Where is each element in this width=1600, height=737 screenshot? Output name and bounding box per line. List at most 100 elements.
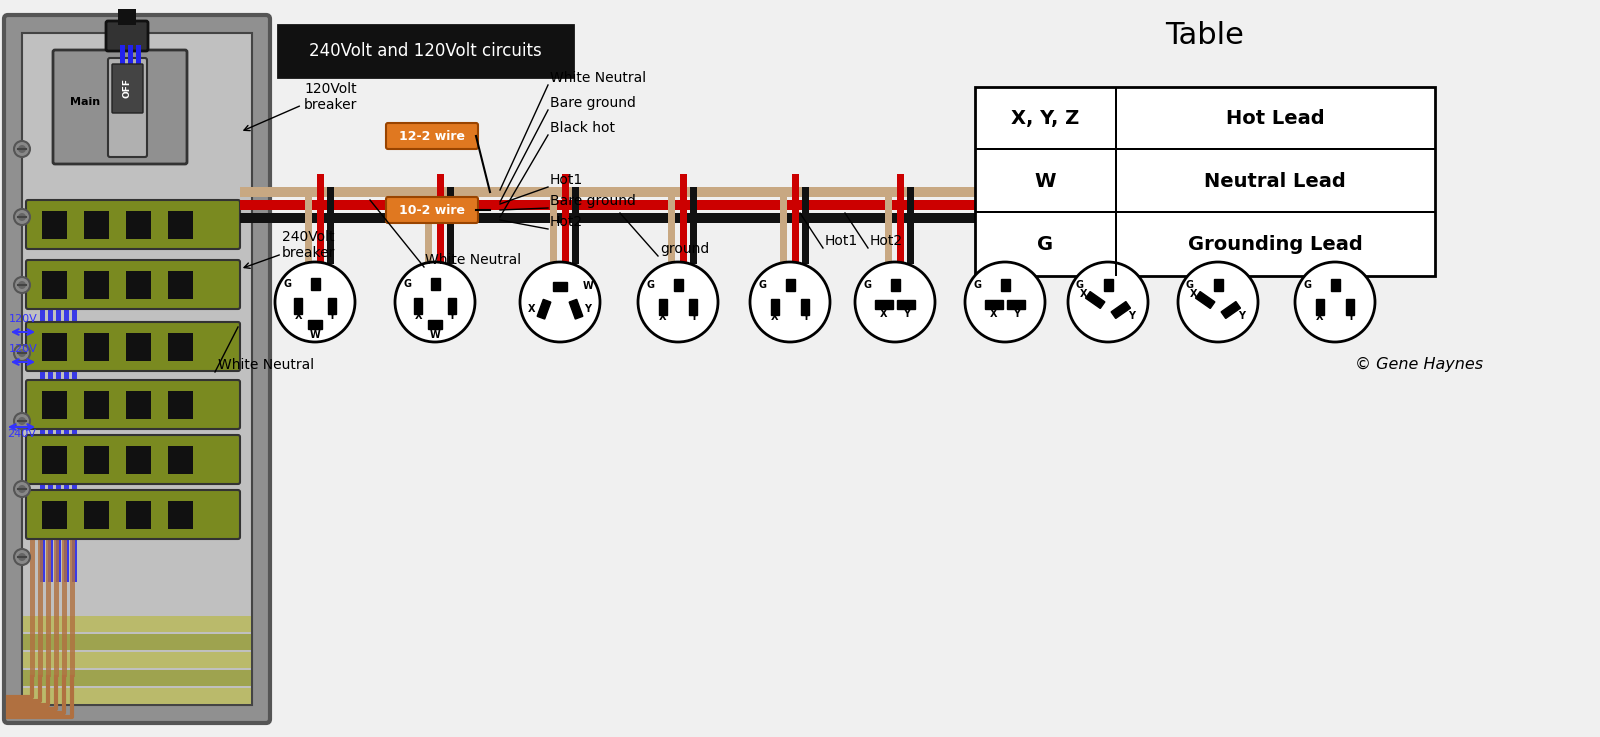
Circle shape (965, 262, 1045, 342)
Bar (974, 87, 1435, 276)
Polygon shape (875, 299, 893, 309)
Polygon shape (898, 299, 915, 309)
Bar (54, 537, 59, 677)
Text: X: X (771, 312, 779, 322)
Text: 120V: 120V (8, 314, 37, 324)
Bar (168, 391, 194, 419)
Text: White Neutral: White Neutral (218, 358, 314, 372)
Circle shape (18, 553, 26, 561)
Circle shape (275, 262, 355, 342)
Bar (1018, 187, 1024, 264)
Bar (1338, 174, 1344, 264)
Bar (168, 271, 194, 299)
Polygon shape (448, 298, 456, 314)
Polygon shape (1000, 279, 1010, 291)
Bar (1098, 187, 1106, 264)
Bar (562, 174, 570, 264)
Text: G: G (864, 280, 872, 290)
Circle shape (18, 485, 26, 493)
Text: X: X (990, 309, 997, 319)
Circle shape (14, 277, 30, 293)
Bar (1230, 187, 1237, 264)
Bar (126, 271, 150, 299)
Text: G: G (403, 279, 411, 289)
Text: Y: Y (1238, 311, 1245, 321)
Bar (42, 391, 67, 419)
Text: 240V: 240V (8, 429, 37, 439)
Bar (974, 211, 1435, 213)
Bar (30, 537, 35, 677)
Bar (83, 446, 109, 474)
Text: 240Volt and 120Volt circuits: 240Volt and 120Volt circuits (309, 42, 541, 60)
Polygon shape (771, 298, 779, 315)
Bar (168, 446, 194, 474)
Polygon shape (414, 298, 422, 314)
Bar (168, 211, 194, 239)
Bar (573, 187, 579, 264)
Polygon shape (659, 298, 667, 315)
Text: X, Y, Z: X, Y, Z (1011, 109, 1078, 128)
FancyBboxPatch shape (112, 64, 142, 113)
Bar (126, 211, 150, 239)
Polygon shape (1331, 279, 1339, 291)
Text: Neutral Lead: Neutral Lead (1205, 172, 1346, 191)
Circle shape (638, 262, 718, 342)
Text: X: X (1080, 289, 1088, 299)
Text: Y: Y (802, 312, 808, 322)
Bar (898, 174, 904, 264)
Bar (136, 45, 141, 87)
Bar (126, 333, 150, 361)
Bar (317, 174, 323, 264)
Text: X: X (1190, 289, 1198, 299)
Circle shape (854, 262, 934, 342)
Bar (22, 616, 251, 632)
Bar (72, 262, 77, 582)
Text: Hot1: Hot1 (550, 173, 584, 187)
Text: Y: Y (1013, 309, 1019, 319)
Polygon shape (1315, 298, 1323, 315)
Text: W: W (1034, 172, 1056, 191)
Bar (83, 211, 109, 239)
Circle shape (14, 141, 30, 157)
Bar (40, 262, 45, 582)
Polygon shape (1104, 279, 1112, 291)
Circle shape (14, 345, 30, 361)
Text: G: G (1075, 280, 1085, 290)
Polygon shape (1195, 292, 1214, 309)
Bar (1208, 187, 1214, 264)
Bar (46, 537, 51, 677)
Bar (1120, 187, 1126, 264)
Polygon shape (984, 299, 1003, 309)
Polygon shape (786, 279, 795, 291)
Text: Black hot: Black hot (550, 121, 614, 135)
Text: Y: Y (902, 309, 910, 319)
Bar (120, 45, 125, 87)
Bar (83, 501, 109, 529)
Bar (240, 200, 1390, 210)
Text: 12-2 wire: 12-2 wire (398, 130, 466, 142)
Text: 120V: 120V (8, 344, 37, 354)
Polygon shape (1346, 298, 1354, 315)
Text: 240Volt
breaker: 240Volt breaker (282, 230, 336, 260)
Bar (38, 537, 43, 677)
Bar (62, 537, 67, 677)
Bar (83, 333, 109, 361)
Bar (426, 187, 432, 264)
Bar (974, 148, 1435, 150)
Text: 10-2 wire: 10-2 wire (398, 203, 466, 217)
Text: Hot2: Hot2 (550, 215, 582, 229)
FancyBboxPatch shape (106, 21, 147, 51)
FancyBboxPatch shape (109, 58, 147, 157)
Polygon shape (1213, 279, 1222, 291)
Polygon shape (891, 279, 899, 291)
Bar (126, 501, 150, 529)
Text: Y: Y (448, 311, 456, 321)
Bar (83, 391, 109, 419)
Text: Y: Y (1347, 312, 1354, 322)
Text: X: X (414, 311, 422, 321)
Circle shape (395, 262, 475, 342)
Circle shape (18, 417, 26, 425)
Bar (22, 670, 251, 686)
Bar (550, 187, 557, 264)
Circle shape (750, 262, 830, 342)
